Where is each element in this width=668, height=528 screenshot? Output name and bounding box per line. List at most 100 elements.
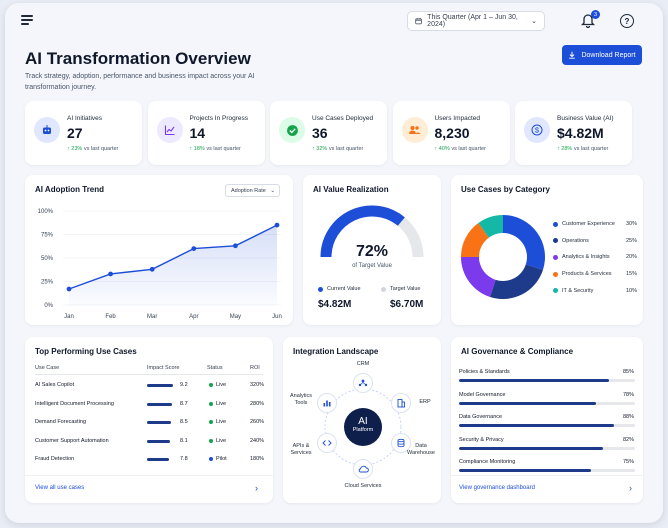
kpi-value: 8,230 <box>434 125 470 141</box>
integration-node-label: Data Warehouse <box>407 443 435 456</box>
use-cases-donut <box>461 215 545 299</box>
status-label: Live <box>216 419 227 425</box>
impact-score-fill <box>147 384 173 387</box>
kpi-card: Projects In Progress 14 ↑ 18% vs last quar… <box>147 101 265 165</box>
donut-slice[interactable] <box>503 215 545 270</box>
page-title: AI Transformation Overview <box>25 49 251 68</box>
date-range-picker[interactable]: This Quarter (Apr 1 – Jun 30, 2024) ⌄ <box>407 11 545 31</box>
kpi-delta-text: vs last quarter <box>327 146 364 152</box>
view-all-use-cases-link[interactable]: View all use cases <box>35 485 85 491</box>
governance-percent: 85% <box>623 369 635 375</box>
people-network-icon[interactable] <box>353 373 373 393</box>
integration-node-label: APIs & Services <box>290 443 312 456</box>
integration-landscape-title: Integration Landscape <box>293 347 379 356</box>
adoption-metric-select[interactable]: Adoption Rate ⌄ <box>225 184 280 197</box>
governance-bar-fill <box>459 379 609 382</box>
governance-label: Compliance Monitoring <box>459 459 516 465</box>
legend-label: IT & Security <box>562 287 594 294</box>
bell-icon <box>580 14 596 29</box>
governance-bar <box>459 424 635 427</box>
kpi-card: Use Cases Deployed 36 ↑ 32% vs last quarte… <box>270 101 387 165</box>
adoption-point[interactable] <box>108 271 113 277</box>
kpi-label: AI Initiatives <box>67 115 103 122</box>
legend-swatch <box>553 221 558 227</box>
table-row[interactable]: Demand Forecasting 8.5 Live 260% <box>25 419 273 433</box>
building-icon[interactable] <box>391 393 411 413</box>
notification-badge: 3 <box>591 10 600 19</box>
donut-slice[interactable] <box>490 264 543 299</box>
adoption-area <box>69 225 277 305</box>
chevron-right-icon[interactable]: › <box>255 483 258 493</box>
donut-slice[interactable] <box>461 223 489 257</box>
impact-score-fill <box>147 439 170 443</box>
governance-card: AI Governance & Compliance Policies & St… <box>451 337 643 503</box>
legend-swatch <box>553 254 558 260</box>
kpi-delta-value: ↑ 28% <box>557 146 573 152</box>
adoption-point[interactable] <box>149 266 155 272</box>
roi-value: 240% <box>250 437 265 444</box>
status-dot <box>209 401 213 406</box>
donut-slice[interactable] <box>478 215 503 238</box>
impact-score-fill <box>147 458 170 461</box>
kpi-delta: ↑ 32% vs last quarter <box>312 146 363 152</box>
status-label: Live <box>216 400 227 407</box>
current-value-legend: Current Value <box>318 286 361 292</box>
download-report-button[interactable]: Download Report <box>562 45 642 65</box>
governance-label: Model Governance <box>459 391 506 398</box>
target-value-amount: $6.70M <box>390 299 424 310</box>
impact-score-bar <box>147 402 173 406</box>
legend-item: IT & Security 10% <box>553 288 637 294</box>
adoption-point[interactable] <box>191 246 197 251</box>
kpi-delta-value: ↑ 18% <box>189 146 205 152</box>
adoption-point[interactable] <box>274 222 280 228</box>
y-tick-label: 100% <box>38 209 54 215</box>
kpi-delta-value: ↑ 32% <box>312 146 328 152</box>
status-label: Pilot <box>216 456 227 462</box>
current-value-label: Current Value <box>327 286 361 292</box>
legend-value: 10% <box>625 287 637 294</box>
legend-label: Analytics & Insights <box>562 254 610 261</box>
chevron-right-icon[interactable]: › <box>629 483 632 493</box>
legend-item: Operations 25% <box>553 238 637 244</box>
governance-item: Data Governance 88% <box>451 414 643 432</box>
table-row[interactable]: Fraud Detection 7.8 Pilot 180% <box>25 456 273 470</box>
view-governance-link[interactable]: View governance dashboard <box>459 485 535 491</box>
governance-bar-fill <box>459 469 591 472</box>
target-value-legend: Target Value <box>381 286 420 292</box>
database-icon[interactable] <box>391 433 411 453</box>
table-footer-divider <box>25 475 273 476</box>
help-icon[interactable]: ? <box>620 14 634 28</box>
value-realization-card: AI Value Realization 72% of Target Value… <box>303 175 441 325</box>
impact-score-bar <box>147 421 173 424</box>
adoption-trend-card: AI Adoption Trend Adoption Rate ⌄ 0% 25% 5… <box>25 175 293 325</box>
donut-slice[interactable] <box>461 257 496 297</box>
governance-label: Security & Privacy <box>459 436 504 443</box>
cloud-icon[interactable] <box>353 459 373 479</box>
x-tick-label: Jun <box>272 314 282 320</box>
table-row[interactable]: AI Sales Copilot 9.2 Live 320% <box>25 382 273 396</box>
target-value-swatch <box>381 286 386 292</box>
code-icon[interactable] <box>317 433 337 453</box>
impact-score: 8.7 <box>180 400 188 407</box>
kpi-value: $4.82M <box>557 125 604 141</box>
table-row[interactable]: Customer Support Automation 8.1 Live 240% <box>25 438 273 452</box>
kpi-delta-text: vs last quarter <box>82 146 119 152</box>
notifications-button[interactable]: 3 <box>580 10 600 30</box>
adoption-point[interactable] <box>233 243 238 249</box>
ai-platform-hub[interactable]: AI Platform <box>344 408 382 446</box>
impact-score: 9.2 <box>180 382 188 388</box>
adoption-point[interactable] <box>66 286 72 292</box>
legend-label: Products & Services <box>562 271 612 278</box>
col-impact-score: Impact Score <box>147 365 180 371</box>
legend-value: 20% <box>625 254 637 261</box>
table-row[interactable]: Intelligent Document Processing 8.7 Live 28… <box>25 401 273 415</box>
value-gauge <box>320 205 424 258</box>
top-bar: This Quarter (Apr 1 – Jun 30, 2024) ⌄ 3 … <box>5 3 663 39</box>
menu-icon[interactable] <box>21 15 33 25</box>
status-badge: Pilot <box>209 456 227 462</box>
gauge-percent: 72% <box>355 243 389 260</box>
status-dot <box>209 438 213 443</box>
integration-node-label: Cloud Services <box>344 483 382 489</box>
governance-bar <box>459 446 635 450</box>
bar-chart-icon[interactable] <box>317 393 337 413</box>
